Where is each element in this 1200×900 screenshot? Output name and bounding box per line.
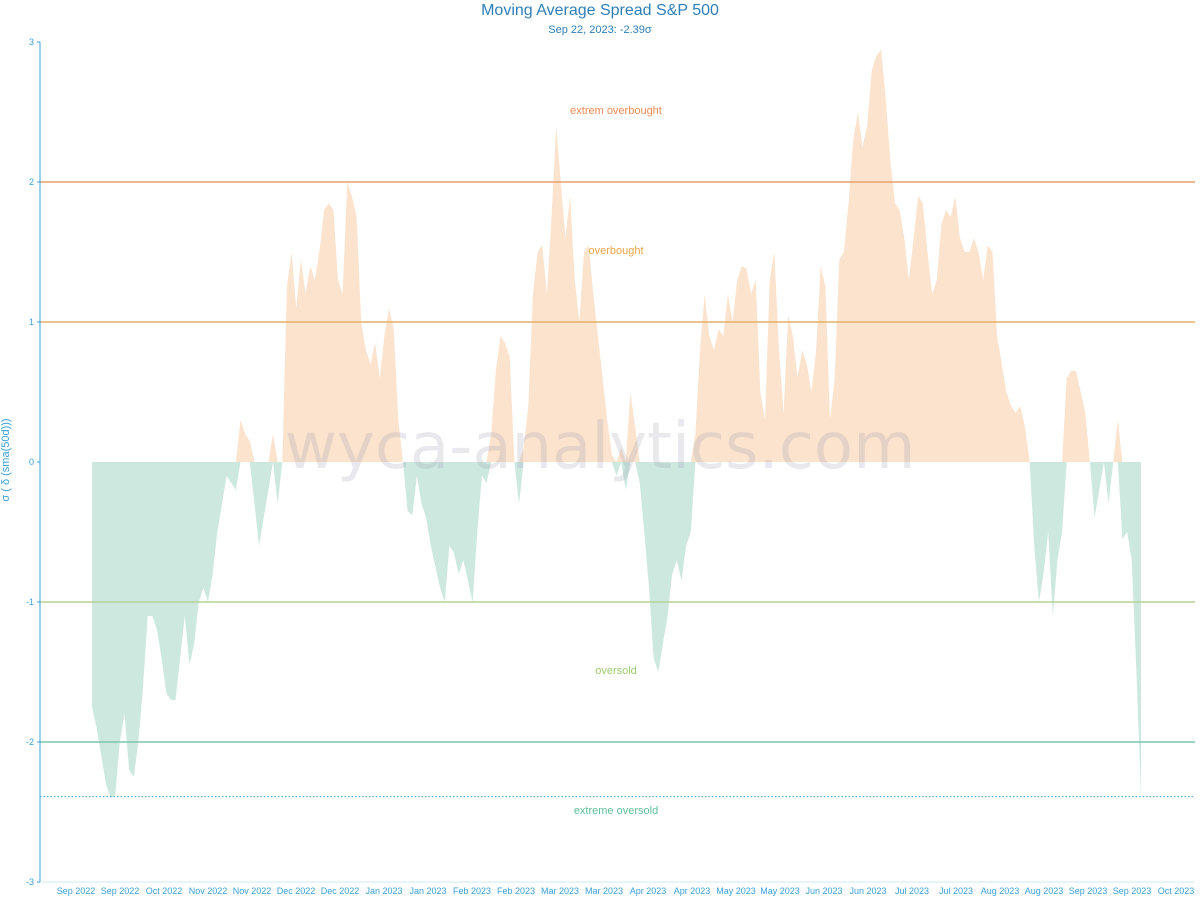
y-tick-label: 0 (29, 457, 34, 467)
y-tick-label: 1 (29, 317, 34, 327)
y-axis-label: σ ( δ (sma(50d))) (0, 418, 12, 502)
positive-area (92, 49, 1141, 462)
x-tick-label: Feb 2023 (453, 886, 491, 896)
x-tick-label: Dec 2022 (277, 886, 316, 896)
x-tick-label: Nov 2022 (233, 886, 272, 896)
x-tick-label: Jul 2023 (895, 886, 929, 896)
y-tick-label: 3 (29, 37, 34, 47)
x-tick-label: Aug 2023 (1025, 886, 1064, 896)
x-tick-label: May 2023 (716, 886, 756, 896)
x-tick-label: Dec 2022 (321, 886, 360, 896)
zone-label-extrem-overbought: extrem overbought (570, 105, 662, 117)
x-tick-label: Jan 2023 (409, 886, 446, 896)
y-tick-label: 2 (29, 177, 34, 187)
x-tick-label: Mar 2023 (585, 886, 623, 896)
x-tick-label: Oct 2023 (1158, 886, 1195, 896)
x-tick-label: Mar 2023 (541, 886, 579, 896)
chart-subtitle: Sep 22, 2023: -2.39σ (548, 24, 652, 36)
y-tick-label: -1 (26, 597, 34, 607)
y-tick-label: -2 (26, 737, 34, 747)
x-tick-label: Sep 2023 (1113, 886, 1152, 896)
x-tick-label: Feb 2023 (497, 886, 535, 896)
x-tick-label: Nov 2022 (189, 886, 228, 896)
x-tick-label: Jul 2023 (939, 886, 973, 896)
y-tick-label: -3 (26, 877, 34, 887)
zone-label-oversold: oversold (595, 665, 637, 677)
x-tick-label: Aug 2023 (981, 886, 1020, 896)
x-tick-label: Jun 2023 (849, 886, 886, 896)
zone-label-extreme-oversold: extreme oversold (573, 805, 659, 817)
x-tick-label: Oct 2022 (146, 886, 183, 896)
x-tick-label: Apr 2023 (674, 886, 711, 896)
negative-area (92, 462, 1141, 798)
x-tick-label: Sep 2023 (1069, 886, 1108, 896)
x-tick-label: May 2023 (760, 886, 800, 896)
x-tick-label: Jun 2023 (805, 886, 842, 896)
x-tick-label: Sep 2022 (57, 886, 96, 896)
x-tick-label: Jan 2023 (365, 886, 402, 896)
x-tick-label: Sep 2022 (101, 886, 140, 896)
zone-label-overbought: overbought (588, 245, 644, 257)
x-tick-label: Apr 2023 (630, 886, 667, 896)
chart-title: Moving Average Spread S&P 500 (481, 2, 719, 19)
